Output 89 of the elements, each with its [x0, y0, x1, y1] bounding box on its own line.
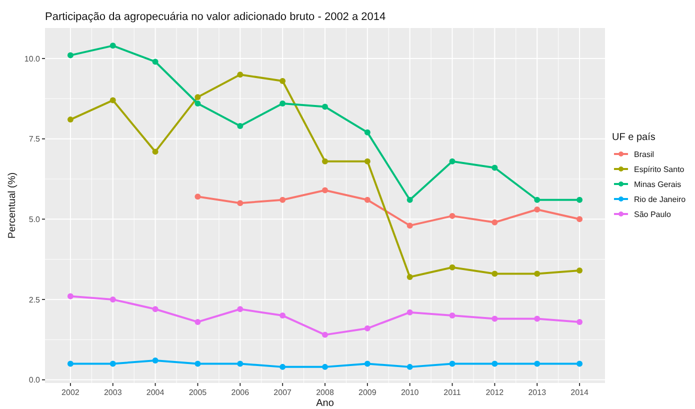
x-tick-label: 2009: [358, 388, 377, 397]
point: [110, 97, 116, 104]
x-tick-label: 2011: [444, 388, 462, 397]
legend-title: UF e país: [612, 132, 656, 143]
legend-label: São Paulo: [634, 210, 672, 219]
point: [237, 306, 244, 312]
chart-title: Participação da agropecuária no valor adicionado bruto - 2002 a 2014: [45, 11, 386, 23]
x-tick-label: 2014: [570, 388, 589, 397]
point: [280, 100, 286, 106]
point: [364, 129, 370, 136]
point: [576, 216, 583, 222]
point: [576, 268, 583, 274]
point: [534, 360, 540, 367]
point: [364, 325, 370, 332]
x-tick-label: 2012: [486, 388, 504, 397]
point: [237, 72, 244, 78]
legend-label: Minas Gerais: [634, 180, 682, 189]
y-tick-label: 5.0: [28, 214, 41, 224]
point: [449, 360, 456, 367]
point: [322, 104, 328, 110]
point: [406, 196, 413, 203]
point: [194, 94, 201, 100]
point: [364, 158, 370, 164]
legend-label: Brasil: [634, 150, 654, 159]
point: [152, 306, 158, 312]
point: [322, 332, 328, 338]
point: [534, 206, 540, 213]
legend-label: Rio de Janeiro: [634, 194, 686, 204]
point: [534, 270, 540, 277]
point: [576, 318, 583, 325]
point: [67, 52, 74, 58]
point: [322, 158, 328, 164]
point: [492, 219, 498, 226]
y-tick-label: 7.5: [28, 134, 41, 144]
point: [110, 296, 116, 302]
x-tick-label: 2010: [400, 388, 420, 397]
point: [194, 360, 201, 367]
legend-label: Espírito Santo: [634, 164, 685, 174]
x-tick-label: 2007: [274, 388, 292, 397]
point: [492, 164, 498, 171]
point: [237, 360, 244, 367]
point: [406, 274, 413, 280]
point: [534, 196, 540, 203]
point: [576, 360, 583, 367]
point: [280, 196, 286, 203]
point: [194, 318, 201, 325]
point: [364, 360, 370, 367]
point: [406, 309, 413, 316]
point: [492, 360, 498, 367]
y-tick-label: 0.0: [28, 376, 41, 385]
x-tick-label: 2005: [188, 388, 208, 397]
point: [364, 196, 370, 203]
point: [449, 158, 456, 164]
point: [534, 316, 540, 322]
point: [110, 360, 116, 367]
point: [194, 100, 201, 106]
point: [67, 293, 74, 300]
point: [576, 196, 583, 203]
point: [237, 200, 244, 206]
x-tick-label: 2008: [316, 388, 334, 397]
point: [67, 360, 74, 367]
x-tick-label: 2002: [62, 388, 80, 397]
y-axis-title: Percentual (%): [7, 172, 18, 239]
point: [237, 122, 244, 129]
point: [406, 364, 413, 370]
point: [152, 58, 158, 65]
point: [280, 78, 286, 84]
point: [110, 42, 116, 49]
point: [492, 316, 498, 322]
x-tick-label: 2003: [104, 388, 122, 397]
point: [322, 364, 328, 370]
point: [449, 212, 456, 219]
point: [492, 270, 498, 277]
point: [67, 116, 74, 123]
x-tick-label: 2013: [528, 388, 547, 397]
point: [280, 364, 286, 370]
x-tick-label: 2006: [231, 388, 250, 397]
point: [152, 358, 158, 364]
point: [194, 194, 201, 200]
point: [280, 312, 286, 319]
point: [152, 148, 158, 155]
y-tick-label: 10.0: [24, 54, 41, 64]
x-tick-label: 2004: [146, 388, 165, 397]
x-axis-title: Ano: [316, 398, 334, 409]
point: [406, 222, 413, 229]
y-tick-label: 2.5: [28, 295, 41, 304]
point: [449, 312, 456, 319]
point: [322, 187, 328, 194]
point: [449, 264, 456, 270]
